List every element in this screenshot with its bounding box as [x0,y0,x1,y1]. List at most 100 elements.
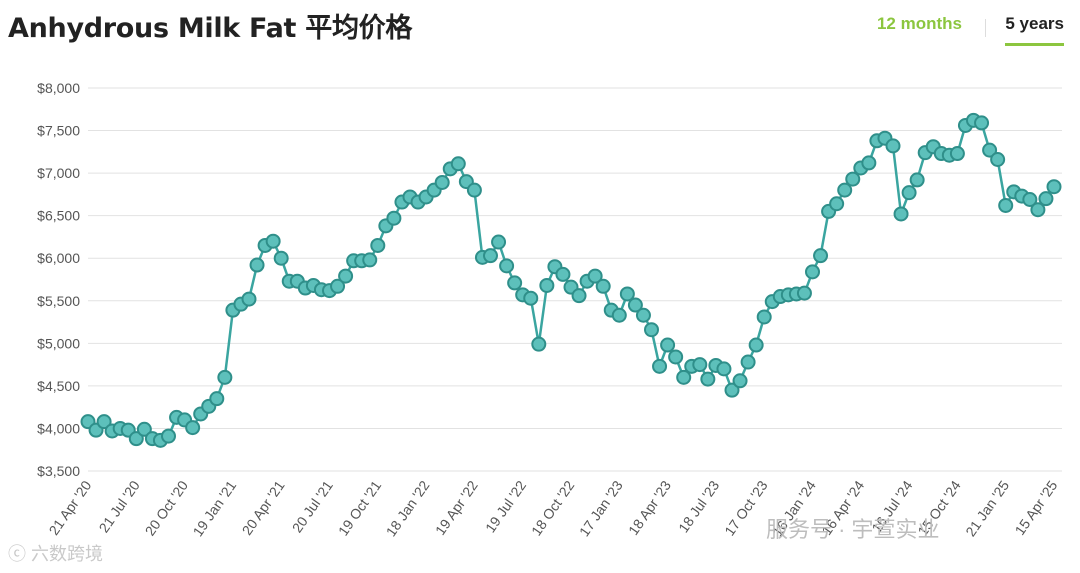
data-point [796,285,812,301]
data-point [660,337,676,353]
data-point [652,358,668,374]
data-point [386,210,402,226]
data-point [845,171,861,187]
data-point [611,307,627,323]
data-point [635,307,651,323]
data-point [748,337,764,353]
data-point [338,268,354,284]
data-point [740,354,756,370]
x-tick-label: 21 Jul '20 [96,477,143,535]
data-point [644,322,659,338]
data-point [885,138,901,154]
data-point [1046,179,1062,195]
data-point [756,309,772,325]
watermark-right: 服务号 · 宇萱实业 [766,517,940,542]
x-tick-label: 19 Apr '22 [432,477,481,538]
data-point [668,349,684,365]
x-tick-label: 17 Oct '23 [721,477,771,538]
x-tick-label: 21 Apr '20 [45,477,94,538]
x-tick-label: 18 Jul '23 [675,477,722,535]
data-point [362,252,378,268]
data-point [805,264,820,280]
data-point [676,369,692,385]
data-point [692,357,708,373]
data-point [330,278,346,294]
y-tick-label: $6,000 [37,250,80,266]
data-point [829,196,845,212]
data-point [249,257,265,273]
data-point [861,155,877,171]
x-tick-label: 17 Jan '23 [576,477,626,539]
data-point [587,268,603,284]
y-tick-label: $3,500 [37,463,80,479]
data-point [185,420,201,436]
data-point [998,197,1014,213]
data-point [434,174,450,190]
data-point [949,146,965,162]
y-tick-label: $7,500 [37,123,80,139]
data-point [265,233,281,249]
data-point [209,391,225,407]
data-point [909,172,925,188]
data-point [982,142,998,158]
data-point [619,286,635,302]
data-point [595,278,611,294]
data-point [499,258,515,274]
x-tick-label: 19 Jan '21 [189,477,239,539]
data-point [466,182,482,198]
x-tick-label: 15 Apr '25 [1011,477,1060,538]
y-tick-label: $5,500 [37,293,80,309]
y-tick-label: $7,000 [37,165,80,181]
data-point [627,297,643,313]
data-point [539,277,555,293]
data-point [1022,191,1038,207]
data-point [813,248,829,264]
x-tick-label: 20 Oct '20 [142,477,192,538]
data-point [128,431,144,447]
watermark-left: ⓒ 六数跨境 [8,544,104,564]
data-point [974,115,990,131]
data-point [96,414,112,430]
x-tick-label: 19 Jul '22 [482,477,529,535]
data-point [901,185,917,201]
chart-title: Anhydrous Milk Fat 平均价格 [8,13,413,44]
data-point [1038,191,1054,207]
tab-divider [985,19,986,37]
data-point [507,275,523,291]
data-point [571,288,587,304]
x-tick-label: 20 Apr '21 [239,477,288,538]
data-point [555,266,571,282]
y-tick-label: $5,000 [37,335,80,351]
data-point [241,291,257,307]
data-point [716,361,732,377]
data-point [700,371,716,387]
data-point [893,206,909,222]
y-tick-label: $6,500 [37,208,80,224]
data-point [732,373,748,389]
tab-5-years[interactable]: 5 years [1005,14,1064,46]
data-point [990,151,1006,167]
x-tick-label: 21 Jan '25 [962,477,1012,539]
data-point [531,336,547,352]
data-point [1030,202,1046,218]
data-point [161,428,176,444]
x-tick-label: 19 Oct '21 [335,477,385,538]
data-point [491,234,507,250]
data-point [370,237,386,253]
tab-12-months[interactable]: 12 months [876,14,962,33]
data-point [523,290,539,306]
y-tick-label: $8,000 [37,80,80,96]
x-tick-label: 20 Jul '21 [289,477,336,535]
x-tick-label: 18 Apr '23 [625,477,674,538]
x-tick-label: 18 Oct '22 [528,477,578,538]
data-point [483,248,498,264]
y-tick-label: $4,000 [37,420,80,436]
data-point [724,382,740,398]
x-tick-label: 18 Jan '22 [383,477,433,539]
data-point [273,250,289,266]
data-point [837,182,853,198]
data-point [217,369,233,385]
data-point [450,156,466,172]
y-tick-label: $4,500 [37,378,80,394]
